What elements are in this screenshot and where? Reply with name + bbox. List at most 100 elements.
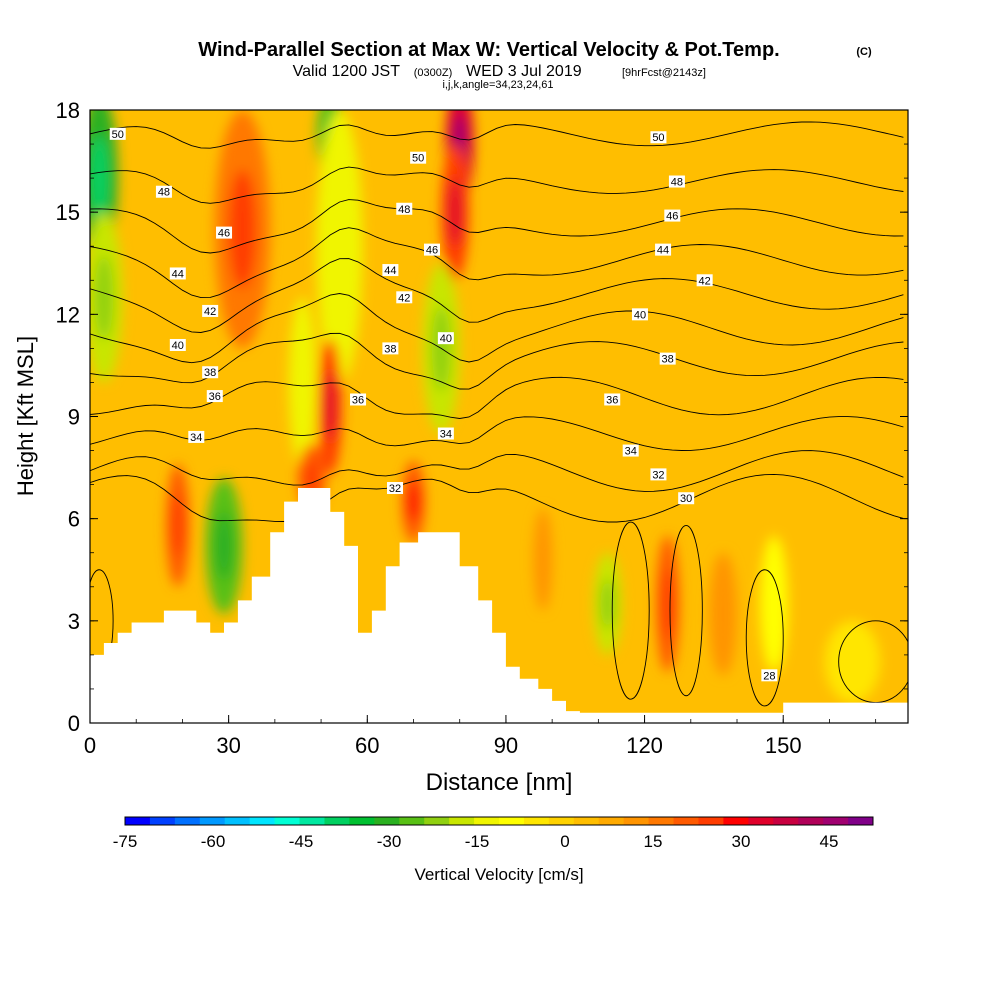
isentrope-label-text: 34 bbox=[440, 429, 452, 441]
isentrope-label-text: 48 bbox=[398, 204, 410, 216]
isentrope-label: 50 bbox=[410, 151, 427, 165]
isentrope-label-text: 34 bbox=[625, 446, 637, 458]
isentrope-label: 50 bbox=[650, 131, 667, 144]
isentrope-label: 32 bbox=[387, 482, 404, 495]
isentrope-label-text: 48 bbox=[158, 187, 170, 199]
colorbar-tick-label: 15 bbox=[644, 832, 663, 851]
isentrope-label-text: 36 bbox=[606, 394, 618, 406]
w-blob-core bbox=[214, 511, 234, 580]
colorbar-swatch bbox=[349, 817, 375, 825]
isentrope-label-text: 44 bbox=[657, 245, 669, 257]
chart-title: Wind-Parallel Section at Max W: Vertical… bbox=[198, 39, 779, 61]
x-axis-label: Distance [nm] bbox=[426, 769, 573, 796]
colorbar-swatch bbox=[773, 817, 799, 825]
isentrope-label-text: 46 bbox=[218, 228, 230, 240]
x-tick-label: 30 bbox=[216, 733, 240, 758]
x-tick-label: 90 bbox=[494, 733, 518, 758]
isentrope-line bbox=[90, 376, 904, 419]
isentrope-label: 38 bbox=[202, 366, 219, 379]
isentrope-label: 44 bbox=[382, 264, 399, 277]
colorbar-swatch bbox=[648, 817, 675, 825]
x-axis: 0 30 60 90 120 150 bbox=[84, 715, 877, 758]
isentrope-label-text: 44 bbox=[172, 268, 184, 280]
w-blob-core bbox=[448, 178, 463, 247]
isentrope-label: 46 bbox=[664, 209, 681, 223]
isentrope-label: 36 bbox=[604, 393, 621, 406]
colorbar-swatch bbox=[673, 817, 699, 825]
subtitle-valid: Valid 1200 JST bbox=[293, 63, 401, 80]
colorbar-tick-label: -30 bbox=[377, 832, 402, 851]
colorbar-tick-label: -60 bbox=[201, 832, 226, 851]
isentrope-loop bbox=[669, 525, 703, 697]
w-blob bbox=[288, 297, 317, 468]
isentrope-label: 36 bbox=[350, 393, 367, 406]
isentrope-label-text: 42 bbox=[204, 306, 216, 318]
vertical-velocity-field bbox=[90, 110, 881, 703]
isentrope-label-text: 38 bbox=[662, 354, 674, 366]
isentrope-label-text: 50 bbox=[112, 129, 124, 141]
isentrope-label: 44 bbox=[655, 243, 672, 257]
y-tick-label: 18 bbox=[56, 98, 80, 123]
colorbar-swatch bbox=[449, 817, 475, 825]
isentrope-line bbox=[90, 227, 904, 299]
w-blob-core bbox=[324, 372, 337, 441]
isentrope-label: 36 bbox=[206, 390, 223, 403]
colorbar-swatch bbox=[125, 817, 151, 825]
w-blob bbox=[824, 620, 881, 703]
colorbar-swatch bbox=[748, 817, 774, 825]
colorbar-swatch bbox=[523, 817, 550, 825]
colorbar-swatch bbox=[548, 817, 575, 825]
isentrope-label: 40 bbox=[169, 338, 186, 352]
isentrope-label-text: 46 bbox=[666, 211, 678, 223]
isentrope-lines bbox=[90, 121, 908, 707]
colorbar-swatch bbox=[374, 817, 400, 825]
plot-area: 50 50 50 48 48 48 46 46 46 44 44 44 42 42 42 40 40 40 38 38… bbox=[90, 110, 908, 723]
colorbar-tick-label: 0 bbox=[560, 832, 569, 851]
w-blob bbox=[316, 110, 363, 383]
isentrope-label: 42 bbox=[396, 291, 413, 304]
isentrope-label: 46 bbox=[216, 226, 233, 240]
isentrope-line bbox=[90, 166, 904, 204]
colorbar-tick-label: 30 bbox=[732, 832, 751, 851]
isentrope-label: 34 bbox=[188, 430, 205, 444]
isentrope-label: 48 bbox=[668, 175, 685, 189]
y-tick-label: 6 bbox=[68, 507, 80, 532]
isentrope-label: 38 bbox=[659, 352, 676, 366]
colorbar-swatch bbox=[573, 817, 600, 825]
colorbar-swatch bbox=[823, 817, 849, 825]
isentrope-label: 50 bbox=[109, 127, 126, 141]
isentrope-label-text: 46 bbox=[426, 245, 438, 257]
isentrope-label-text: 42 bbox=[699, 275, 711, 287]
subtitle-utc: (0300Z) bbox=[414, 67, 453, 79]
isentrope-label-text: 34 bbox=[190, 432, 202, 444]
colorbar-swatch bbox=[698, 817, 724, 825]
subtitle-ijk: i,j,k,angle=34,23,24,61 bbox=[442, 79, 553, 91]
isentrope-loop bbox=[745, 569, 784, 707]
colorbar-swatch bbox=[424, 817, 450, 825]
w-blob bbox=[760, 535, 788, 672]
isentrope-label: 34 bbox=[437, 427, 454, 441]
isentrope-label-text: 38 bbox=[204, 367, 216, 379]
colorbar-swatch bbox=[723, 817, 749, 825]
isentrope-label-text: 40 bbox=[172, 340, 184, 352]
isentrope-loop bbox=[611, 521, 650, 700]
isentrope-label: 48 bbox=[396, 202, 413, 216]
colorbar-swatch bbox=[299, 817, 325, 825]
colorbar-swatch bbox=[324, 817, 350, 825]
x-tick-label: 60 bbox=[355, 733, 379, 758]
isentrope-label-text: 50 bbox=[652, 132, 664, 144]
w-blob-core bbox=[600, 578, 615, 630]
isentrope-label-text: 32 bbox=[652, 469, 664, 481]
w-blob-core bbox=[172, 494, 184, 557]
w-blob-core bbox=[661, 569, 674, 638]
colorbar-frame bbox=[124, 816, 874, 826]
x-tick-label: 150 bbox=[765, 733, 802, 758]
colorbar-swatch bbox=[199, 817, 226, 825]
colorbar-swatch bbox=[174, 817, 201, 825]
isentrope-label: 46 bbox=[423, 243, 440, 257]
isentrope-label-text: 36 bbox=[352, 394, 364, 406]
isentrope-label-text: 36 bbox=[209, 391, 221, 403]
w-blob-core bbox=[228, 169, 257, 289]
